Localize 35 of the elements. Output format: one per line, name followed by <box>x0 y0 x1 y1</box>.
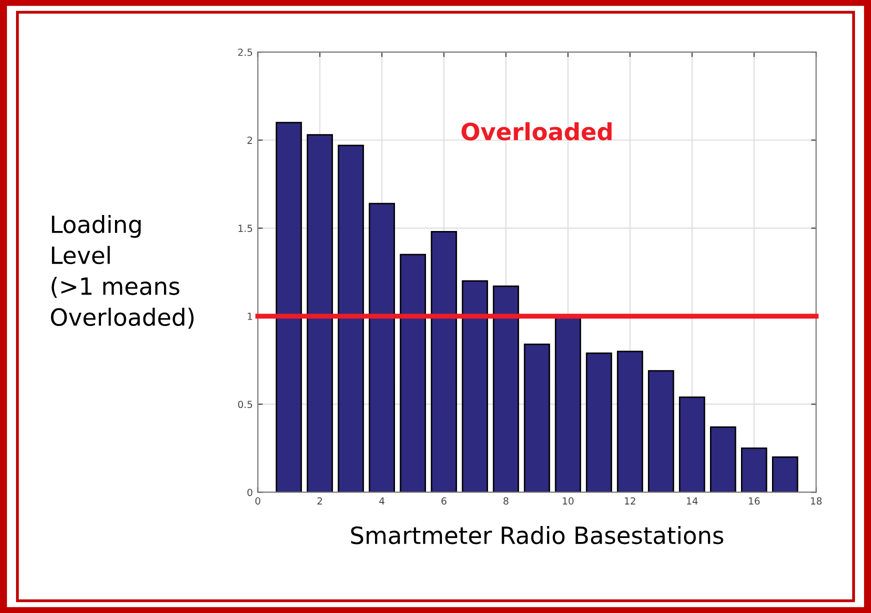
x-tick-label: 6 <box>442 497 446 505</box>
x-tick-label: 8 <box>504 497 508 505</box>
x-tick-label: 10 <box>562 497 574 505</box>
bar <box>648 370 674 492</box>
x-axis-title: Smartmeter Radio Basestations <box>351 526 724 544</box>
bar <box>740 448 768 492</box>
bar <box>524 344 550 492</box>
x-tick-label: 2 <box>317 497 322 504</box>
bar <box>338 144 364 492</box>
bar <box>492 286 520 492</box>
annotation: Overloaded <box>462 122 612 140</box>
y-tick-label: 2 <box>247 136 252 144</box>
x-tick-label: 18 <box>811 497 822 505</box>
bar <box>772 456 798 492</box>
y-tick-label: 0.5 <box>238 400 252 408</box>
x-tick-label: 12 <box>624 497 636 504</box>
x-tick-label: 0 <box>255 497 260 505</box>
bar <box>400 254 426 492</box>
bar <box>276 122 302 492</box>
y-tick-label: 1.5 <box>238 224 252 232</box>
bar <box>430 230 458 492</box>
bar <box>368 202 395 492</box>
x-tick-label: 16 <box>748 497 760 505</box>
bar <box>462 280 488 492</box>
y-axis-title: Loading Level (>1 means Overloaded) <box>50 214 194 329</box>
bar <box>678 396 706 492</box>
x-tick-label: 14 <box>686 497 698 504</box>
y-tick-label: 2.5 <box>238 48 252 56</box>
bar <box>616 350 644 492</box>
y-tick-label: 0 <box>247 488 252 496</box>
bar <box>306 134 333 492</box>
bar <box>586 352 612 492</box>
x-tick-label: 4 <box>379 497 384 504</box>
y-tick-label: 1 <box>248 312 252 320</box>
bar <box>710 426 736 492</box>
